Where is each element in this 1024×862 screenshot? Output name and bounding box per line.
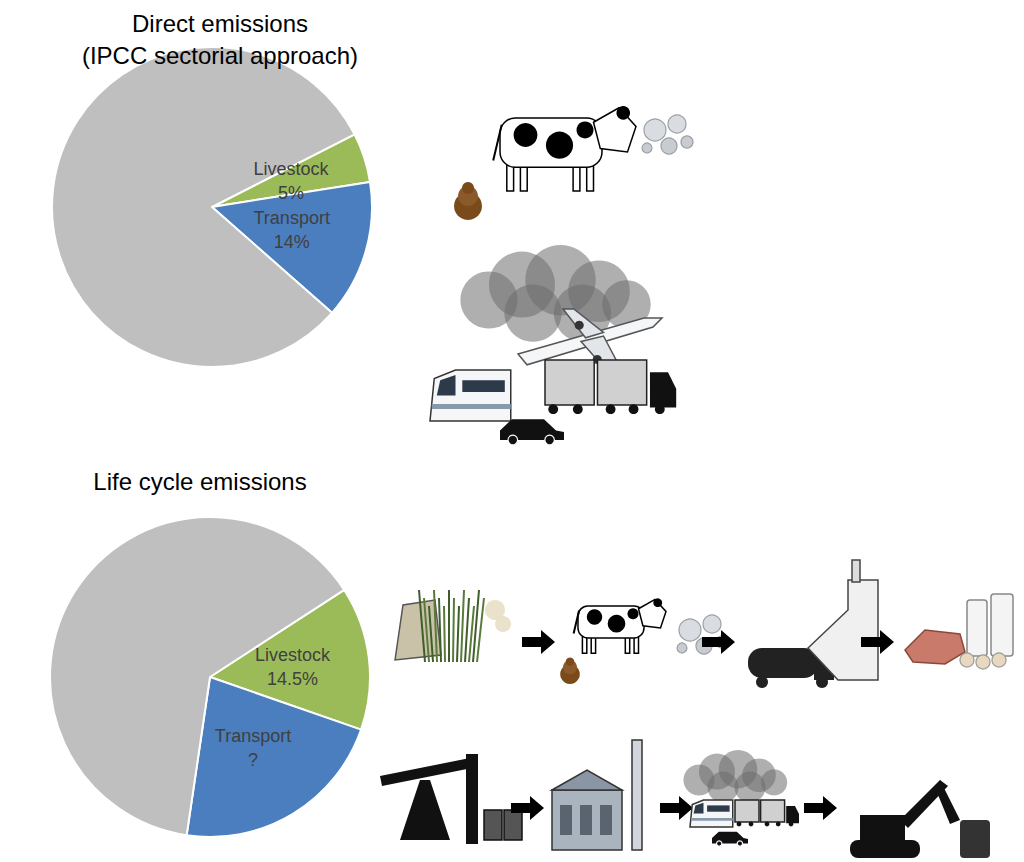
svg-text:Transport: Transport bbox=[254, 208, 330, 228]
svg-text:Livestock: Livestock bbox=[253, 159, 329, 179]
svg-text:14%: 14% bbox=[274, 232, 310, 252]
svg-text:(IPCC sectorial approach): (IPCC sectorial approach) bbox=[82, 42, 358, 69]
svg-text:Livestock: Livestock bbox=[255, 645, 331, 665]
svg-text:Transport: Transport bbox=[215, 726, 291, 746]
svg-text:Life cycle emissions: Life cycle emissions bbox=[93, 468, 306, 495]
svg-text:?: ? bbox=[248, 750, 258, 770]
svg-text:14.5%: 14.5% bbox=[267, 669, 318, 689]
svg-text:5%: 5% bbox=[278, 183, 304, 203]
svg-text:Direct emissions: Direct emissions bbox=[132, 10, 308, 37]
